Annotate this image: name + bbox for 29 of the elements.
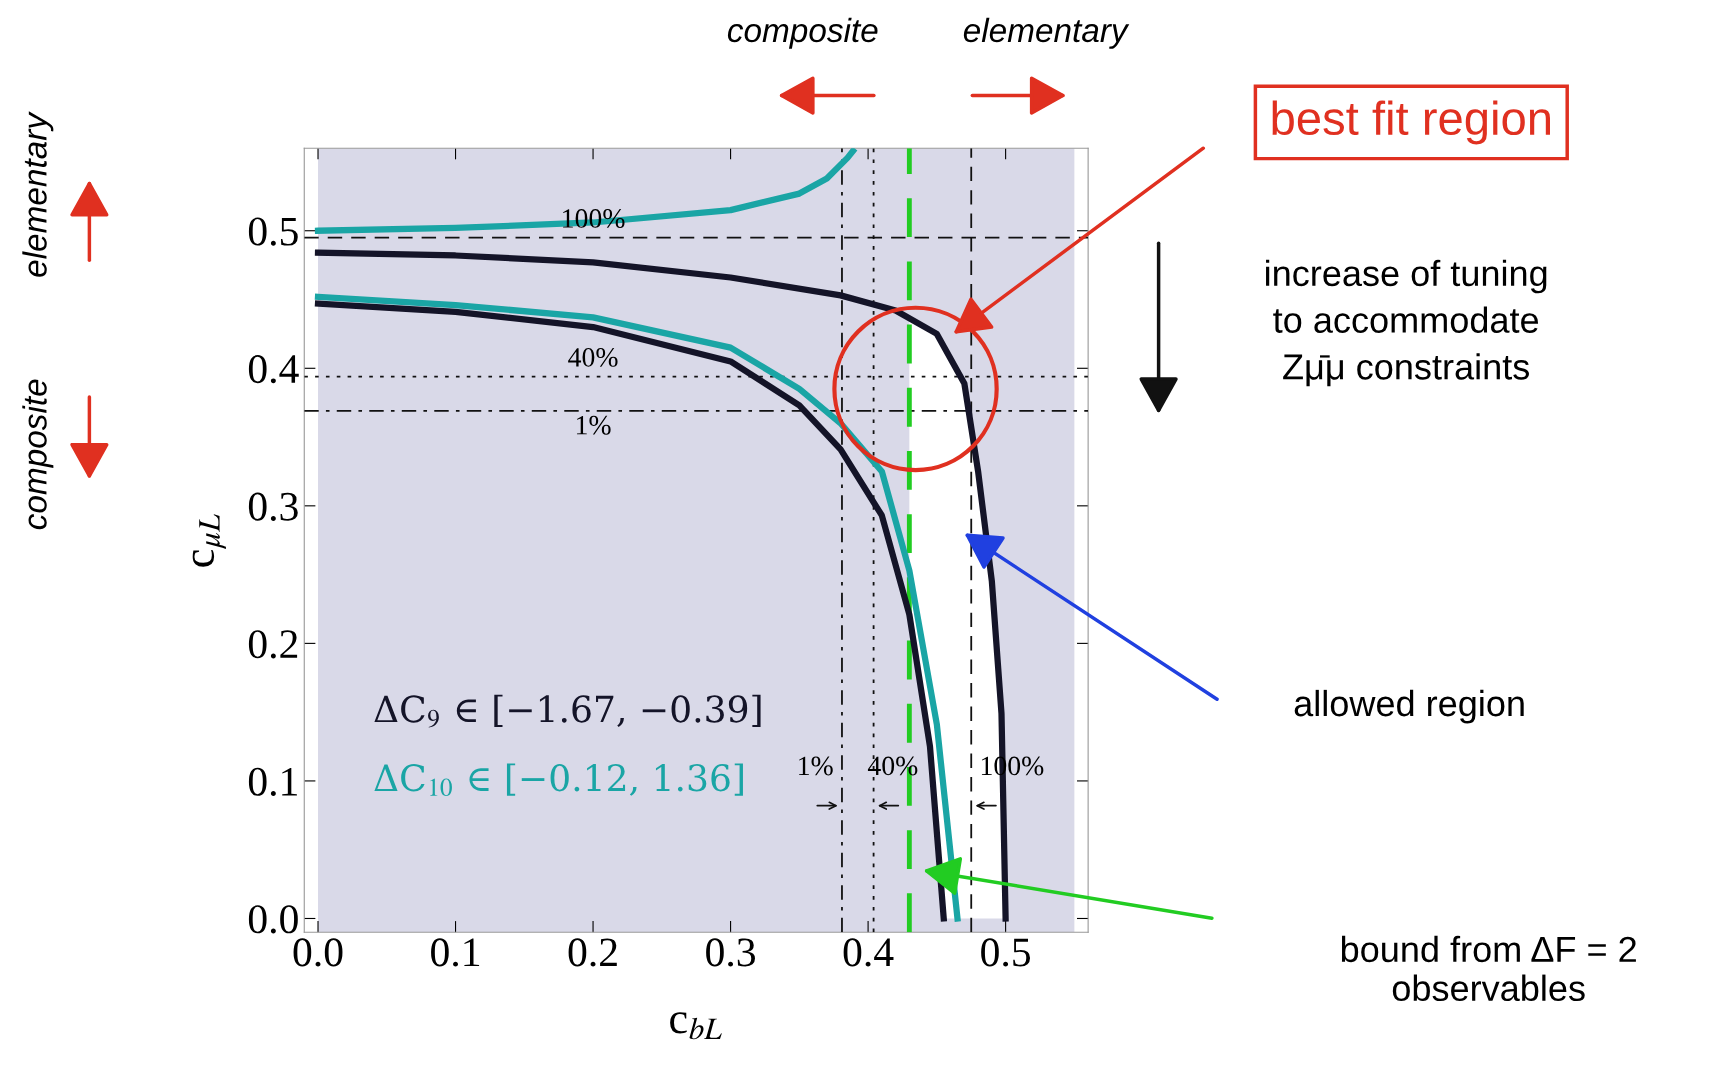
- annotation: 40%: [568, 348, 618, 367]
- text: ΔC$_{10}$ ∈ [−0.12, 1.36]: [374, 763, 743, 797]
- y-tick-label: 0.4: [248, 355, 299, 384]
- text: bound from ΔF = 2 observables: [1341, 935, 1636, 1002]
- x-tick-label: 0.0: [293, 938, 343, 967]
- y-tick-label: 0.2: [248, 630, 298, 659]
- annotation: 1%: [799, 756, 833, 776]
- text: ΔC$_{9}$ ∈ [−1.67, −0.39]: [374, 694, 761, 728]
- x-tick-label: 0.5: [981, 938, 1031, 967]
- y-axis-title: c$_{μL}$: [192, 514, 226, 567]
- text: best fit region: [1272, 100, 1550, 145]
- text: increase of tuning to accommodate Zμ̄μ constraints: [1266, 259, 1547, 387]
- x-tick-label: 0.2: [568, 938, 617, 967]
- x-tick-label: 0.1: [431, 938, 480, 967]
- x-tick-label: 0.4: [843, 938, 894, 967]
- text: composite: [727, 17, 878, 49]
- y-tick-label: 0.0: [248, 905, 298, 934]
- annotation: 1%: [576, 415, 611, 435]
- text: composite: [22, 379, 54, 530]
- text: elementary: [963, 17, 1130, 49]
- y-tick-label: 0.5: [248, 217, 298, 246]
- annotation: 100%: [563, 209, 625, 228]
- y-tick-label: 0.3: [248, 492, 298, 521]
- x-tick-label: 0.3: [706, 938, 755, 967]
- y-tick-label: 0.1: [248, 767, 297, 796]
- text: elementary: [22, 111, 54, 277]
- annotation: 40%: [867, 756, 918, 776]
- x-axis-title: c$_{bL}$: [670, 1012, 722, 1040]
- text: allowed region: [1294, 689, 1524, 724]
